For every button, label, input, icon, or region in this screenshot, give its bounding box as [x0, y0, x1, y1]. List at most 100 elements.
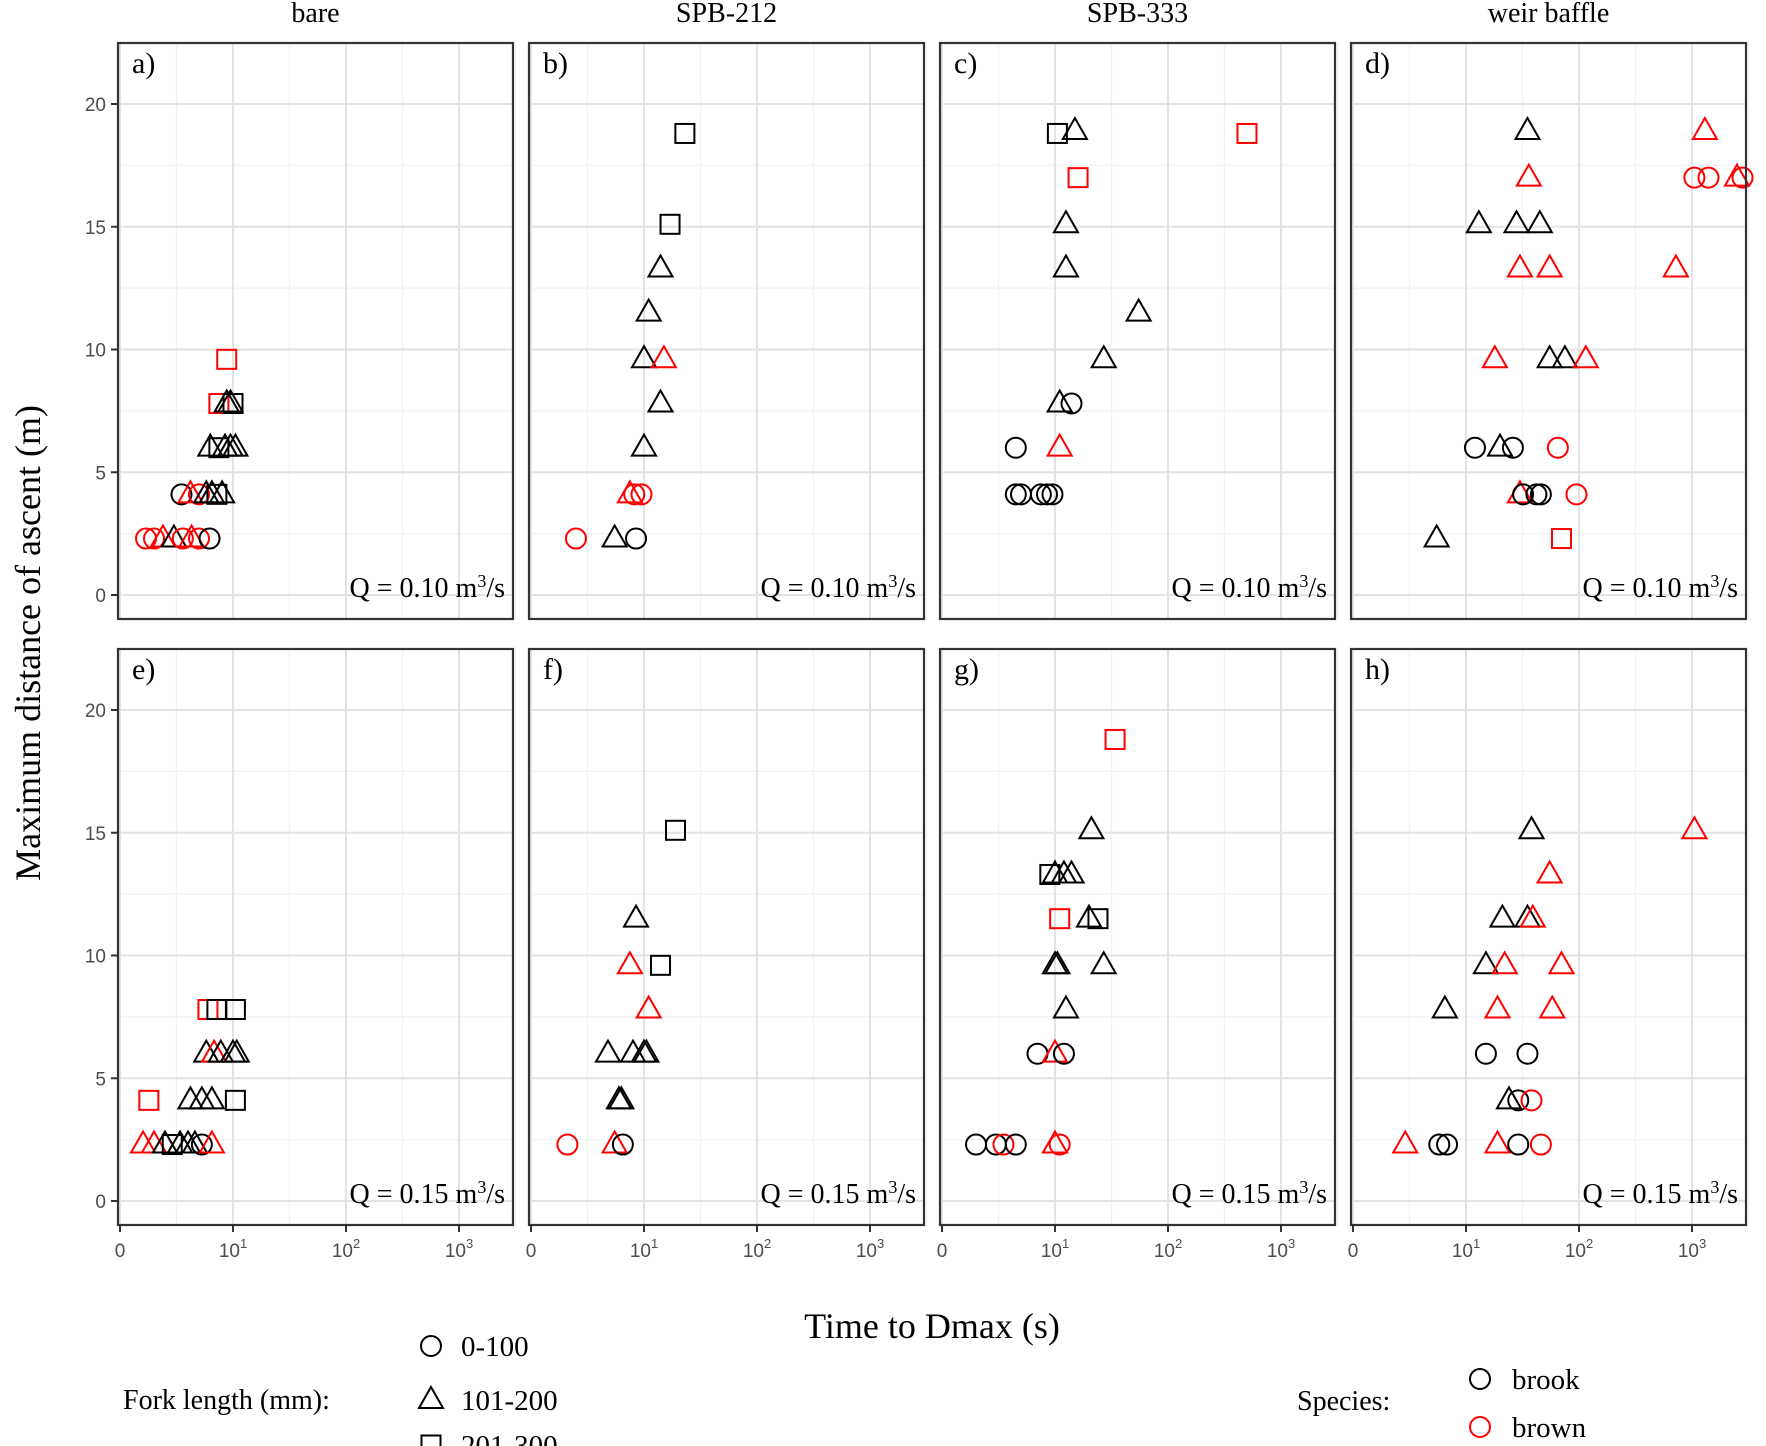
x-tick-base: 10	[1452, 1241, 1473, 1262]
data-point	[198, 527, 221, 550]
x-tick-label: 103	[856, 1236, 884, 1262]
data-point	[176, 479, 205, 504]
flow-annotation-unit: /s	[486, 1179, 505, 1210]
x-tick-base: 0	[526, 1241, 537, 1262]
x-tick-base: 10	[219, 1241, 240, 1262]
flow-annotation-unit: /s	[486, 573, 505, 604]
data-point	[1502, 209, 1531, 234]
column-title: weir baffle	[1488, 0, 1610, 29]
data-point	[190, 1133, 213, 1156]
data-point	[1077, 815, 1106, 840]
data-point	[646, 253, 675, 278]
flow-annotation-sup: 3	[888, 571, 897, 591]
data-point	[1529, 483, 1552, 506]
x-tick-label: 102	[1565, 1236, 1593, 1262]
flow-annotation-unit: /s	[1308, 1179, 1327, 1210]
panel-background	[529, 43, 924, 619]
x-tick-exp: 1	[651, 1236, 658, 1251]
data-point	[208, 393, 230, 415]
data-point	[1481, 344, 1509, 369]
x-tick-label: 101	[1452, 1236, 1480, 1262]
legend-species-title: Species:	[1297, 1386, 1390, 1417]
data-point	[1052, 253, 1080, 278]
flow-annotation-sup: 3	[1710, 1177, 1719, 1197]
panel-border	[938, 41, 1337, 621]
x-tick-exp: 3	[877, 1236, 884, 1251]
data-point	[1535, 859, 1564, 884]
x-tick-base: 0	[115, 1241, 126, 1262]
x-tick-exp: 3	[466, 1236, 473, 1251]
x-tick-base: 10	[1041, 1241, 1062, 1262]
panel-background	[1351, 649, 1746, 1225]
legend-fork-symbol	[417, 1384, 445, 1409]
x-tick-exp: 2	[1175, 1236, 1182, 1251]
data-point	[1515, 162, 1543, 187]
data-point	[1474, 1042, 1497, 1065]
data-point	[222, 393, 244, 415]
data-point	[1472, 950, 1500, 975]
y-tick-label: 10	[85, 947, 106, 968]
legend: Fork length (mm): 0-100 101-200 201-300 Spec…	[123, 1331, 1587, 1446]
data-point	[1565, 483, 1588, 506]
flow-annotation-text: Q = 0.10 m	[1583, 573, 1711, 604]
flow-annotation-text: Q = 0.15 m	[1583, 1179, 1711, 1210]
legend-species-label: brook	[1512, 1364, 1580, 1396]
panel-background	[529, 649, 924, 1225]
x-tick-base: 10	[856, 1241, 877, 1262]
data-point	[1490, 950, 1519, 975]
x-tick-base: 10	[630, 1241, 651, 1262]
panel-label: c)	[954, 47, 977, 80]
x-tick-exp: 2	[1586, 1236, 1593, 1251]
panel-label: d)	[1365, 47, 1390, 80]
data-point	[1488, 903, 1517, 928]
panel-background	[118, 43, 513, 619]
data-point	[143, 527, 166, 550]
data-point	[1004, 436, 1027, 459]
panel-label: a)	[132, 47, 155, 80]
data-point	[1507, 1089, 1530, 1112]
data-point	[1060, 392, 1083, 415]
legend-species-label: brown	[1512, 1412, 1587, 1444]
column-title: bare	[291, 0, 339, 29]
panel-background	[940, 649, 1335, 1225]
flow-annotation: Q = 0.10 m3/s	[1583, 571, 1738, 604]
panel-f: f)Q = 0.15 m3/s0 101 102 103	[526, 647, 928, 1262]
x-tick-base: 10	[743, 1241, 764, 1262]
data-point	[1049, 908, 1071, 930]
flow-annotation-text: Q = 0.10 m	[1172, 573, 1300, 604]
data-point	[1526, 209, 1554, 234]
panel-label: f)	[543, 653, 563, 686]
flow-annotation-text: Q = 0.15 m	[1172, 1179, 1300, 1210]
y-axis-title: Maximum distance of ascent (m)	[8, 405, 48, 881]
legend-species-symbol	[1469, 1368, 1491, 1390]
flow-annotation-sup: 3	[1299, 571, 1308, 591]
data-point	[650, 954, 672, 976]
data-point	[171, 527, 194, 550]
flow-annotation: Q = 0.15 m3/s	[1583, 1177, 1738, 1210]
data-point	[1104, 728, 1126, 750]
data-point	[625, 527, 648, 550]
data-point	[223, 1038, 251, 1063]
flow-annotation-sup: 3	[477, 571, 486, 591]
x-tick-exp: 3	[1288, 1236, 1295, 1251]
data-point	[1662, 253, 1690, 278]
data-point	[634, 994, 663, 1019]
y-tick-label: 15	[85, 218, 106, 239]
x-tick-label: 0	[115, 1241, 126, 1262]
data-point	[564, 527, 587, 550]
data-point	[664, 819, 686, 841]
data-point	[1516, 1042, 1539, 1065]
x-tick-label: 101	[219, 1236, 247, 1262]
panel-c: c) Q = 0.10 m3/s	[938, 41, 1339, 621]
flow-annotation-unit: /s	[1308, 573, 1327, 604]
data-point	[623, 483, 646, 506]
x-tick-label: 102	[743, 1236, 771, 1262]
data-point	[634, 297, 663, 322]
data-point	[616, 950, 644, 975]
x-tick-exp: 1	[240, 1236, 247, 1251]
x-tick-base: 10	[445, 1241, 466, 1262]
data-point	[1506, 253, 1534, 278]
panel-g: g)Q = 0.15 m3/s0 101 102 103	[937, 647, 1339, 1262]
y-tick-label: 20	[85, 95, 106, 116]
flow-annotation-sup: 3	[477, 1177, 486, 1197]
